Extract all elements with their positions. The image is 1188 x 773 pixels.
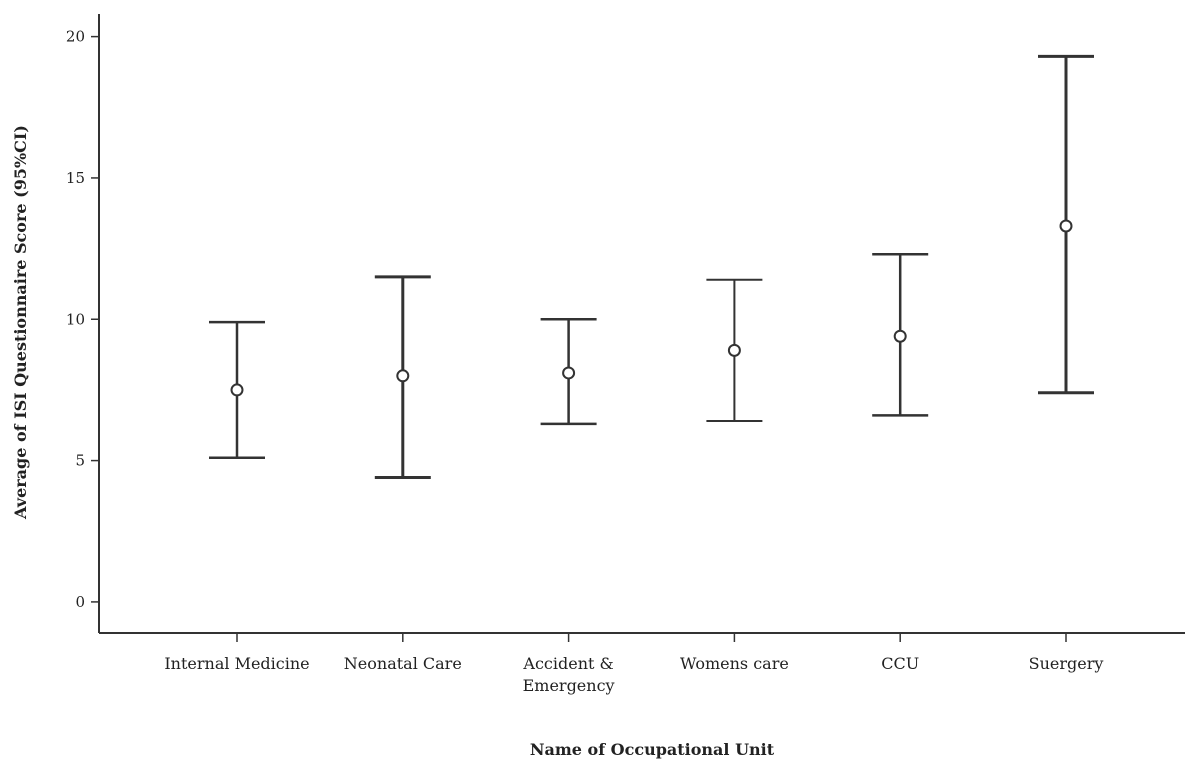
- y-tick-label: 5: [75, 452, 85, 470]
- y-ticks: 0 5 10 15 20: [66, 28, 99, 611]
- error-bar-group: [374, 275, 431, 480]
- category-label: Emergency: [523, 676, 615, 695]
- category-label: Womens care: [680, 654, 789, 673]
- error-bar-group: [706, 278, 763, 423]
- error-bar-group: [1038, 54, 1094, 395]
- mean-marker: [562, 366, 576, 380]
- error-bars: [209, 54, 1094, 480]
- y-axis-title: Average of ISI Questionnaire Score (95%C…: [11, 125, 30, 520]
- mean-marker: [230, 383, 244, 397]
- error-bar-group: [540, 318, 597, 426]
- error-bar-group: [209, 320, 265, 460]
- mean-marker: [727, 343, 741, 357]
- mean-marker: [396, 369, 410, 383]
- category-label: Suergery: [1029, 654, 1104, 673]
- x-ticks: [236, 633, 1067, 642]
- y-tick-label: 0: [75, 593, 85, 611]
- error-bar-group: [872, 253, 929, 417]
- y-tick-label: 15: [66, 169, 85, 187]
- category-labels: Internal Medicine Neonatal Care Accident &…: [164, 654, 1103, 695]
- category-label: Neonatal Care: [344, 654, 462, 673]
- y-tick-label: 20: [66, 28, 85, 46]
- category-label: Accident &: [522, 654, 613, 673]
- y-tick-label: 10: [66, 310, 85, 328]
- category-label: CCU: [881, 654, 919, 673]
- mean-marker: [1059, 219, 1073, 233]
- x-axis-title: Name of Occupational Unit: [530, 740, 775, 759]
- mean-marker: [893, 329, 907, 343]
- axes: [98, 14, 1185, 634]
- category-label: Internal Medicine: [164, 654, 309, 673]
